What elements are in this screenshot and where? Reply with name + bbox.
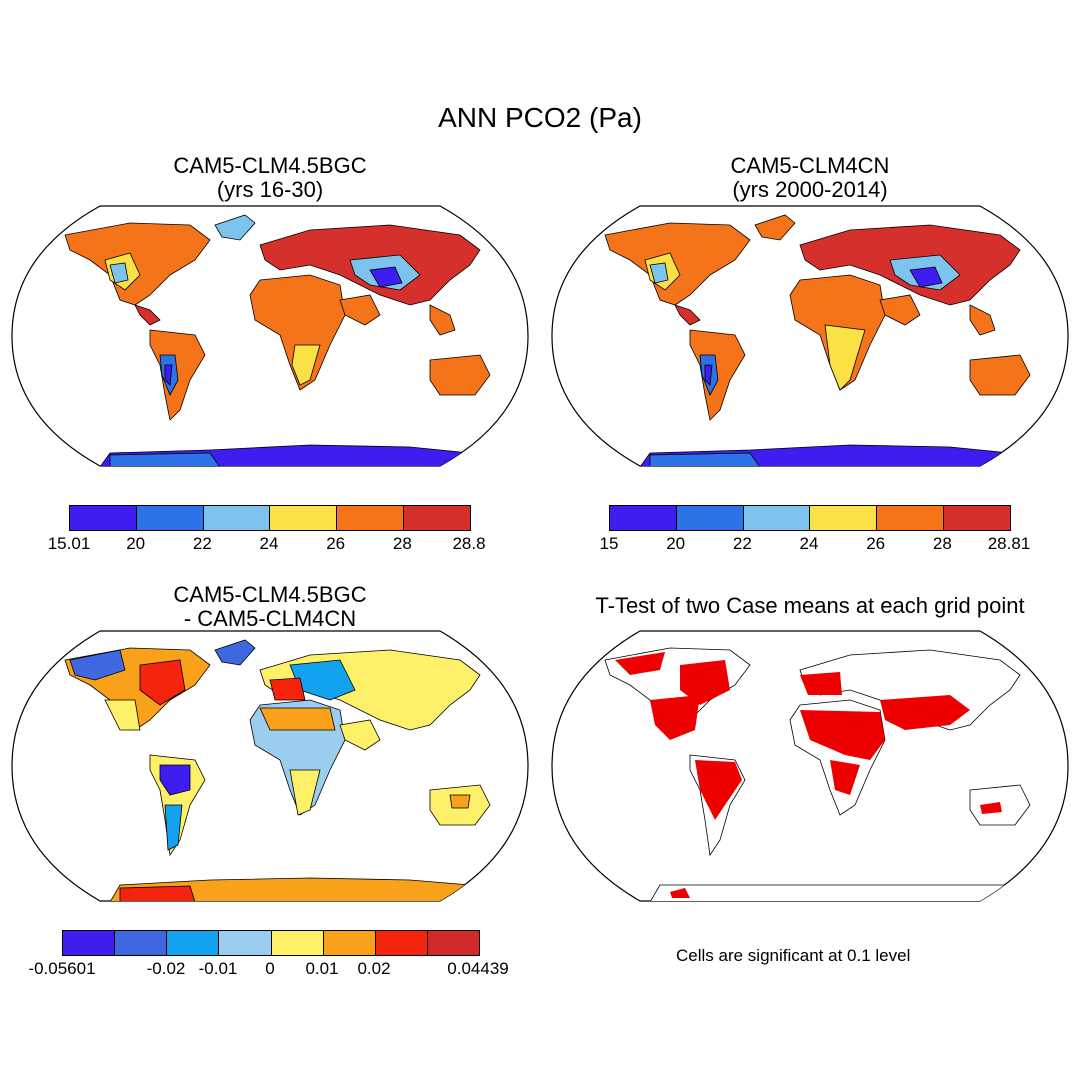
colorbar-swatch [115,931,168,955]
land-masses [64,639,491,901]
colorbar-tick-label: 24 [799,534,819,553]
colorbar-swatch [70,506,137,530]
colorbar-tick-label: -0.01 [198,959,238,978]
colorbar-swatch [676,506,744,530]
colorbar-tick-label: 15.01 [47,534,91,553]
colorbar-swatch [944,506,1010,530]
colorbar-swatch [743,506,811,530]
colorbar-swatch [271,931,324,955]
map-ttest [551,630,1069,902]
colorbar-tick-label: 22 [192,534,212,553]
colorbar-tick-label: 20 [126,534,146,553]
panel-title-case2-line1: CAM5-CLM4CN [730,153,890,178]
colorbar-swatch [203,506,271,530]
panel-title-case2-line2: (yrs 2000-2014) [732,177,888,202]
colorbar-case2 [609,505,1011,531]
colorbar-swatch [337,506,405,530]
colorbar-swatch [136,506,204,530]
colorbar-tick-label: 28 [392,534,412,553]
panel-title-diff: CAM5-CLM4.5BGC - CAM5-CLM4CN [120,583,420,631]
colorbar-tick-label: 20 [666,534,686,553]
colorbar-swatch [877,506,945,530]
panel-title-ttest-line1: T-Test of two Case means at each grid po… [595,593,1025,618]
colorbar-tick-label: 28 [932,534,952,553]
colorbar-swatch [270,506,338,530]
colorbar-swatch [375,931,428,955]
panel-title-case1-line1: CAM5-CLM4.5BGC [173,153,367,178]
colorbar-tick-label: 26 [326,534,346,553]
colorbar-tick-label: -0.05601 [28,959,96,978]
land-masses [64,214,491,466]
panel-title-diff-line1: CAM5-CLM4.5BGC [173,582,367,607]
colorbar-swatch [404,506,470,530]
significance-note: Cells are significant at 0.1 level [676,946,911,965]
colorbar-tick-label: 0 [265,959,275,978]
colorbar-tick-label: 22 [732,534,752,553]
colorbar-tick-label: 28.8 [452,534,486,553]
colorbar-diff [62,930,480,956]
colorbar-swatch [427,931,479,955]
colorbar-swatch [323,931,376,955]
colorbar-swatch [63,931,116,955]
panel-title-diff-line2: - CAM5-CLM4CN [183,606,357,631]
panel-title-case2: CAM5-CLM4CN (yrs 2000-2014) [660,154,960,202]
colorbar-case1 [69,505,471,531]
colorbar-tick-label: 24 [259,534,279,553]
map-case1 [11,205,529,467]
map-diff [11,630,529,902]
colorbar-swatch [219,931,272,955]
colorbar-tick-label: -0.02 [146,959,186,978]
colorbar-tick-label: 15 [599,534,619,553]
colorbar-swatch [810,506,878,530]
main-title: ANN PCO2 (Pa) [438,102,642,133]
colorbar-swatch [167,931,220,955]
colorbar-tick-label: 0.04439 [447,959,509,978]
panel-title-case1: CAM5-CLM4.5BGC (yrs 16-30) [120,154,420,202]
colorbar-tick-label: 0.02 [357,959,391,978]
panel-title-ttest: T-Test of two Case means at each grid po… [560,594,1060,618]
colorbar-tick-label: 26 [866,534,886,553]
map-case2 [551,205,1069,467]
panel-title-case1-line2: (yrs 16-30) [216,177,324,202]
colorbar-swatch [610,506,677,530]
significant-cells [615,652,1002,898]
land-masses [604,214,1031,466]
colorbar-tick-label: 0.01 [305,959,339,978]
colorbar-tick-label: 28.81 [987,534,1031,553]
